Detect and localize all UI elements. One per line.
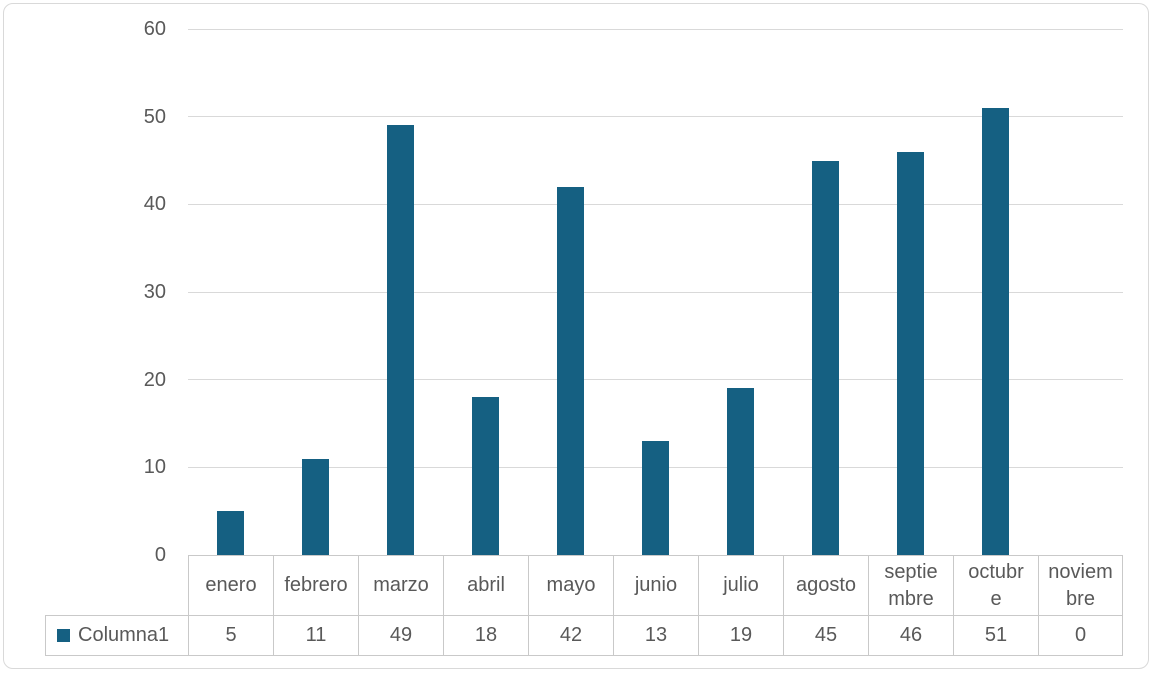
bar-septiembre <box>897 151 924 555</box>
table-value-cell: 18 <box>443 616 528 656</box>
gridline <box>188 116 1123 118</box>
table-value-cell: 11 <box>273 616 358 656</box>
table-header-cell: julio <box>698 555 783 616</box>
table-value-cell: 13 <box>613 616 698 656</box>
legend-label: Columna1 <box>78 624 170 646</box>
bar-enero <box>217 511 244 555</box>
bar-octubre <box>982 107 1009 555</box>
y-axis-tick-label: 20 <box>143 368 166 391</box>
table-header-cell: mayo <box>528 555 613 616</box>
table-value-cell: 42 <box>528 616 613 656</box>
bar-febrero <box>302 458 329 555</box>
bar-mayo <box>557 186 584 555</box>
table-value-cell: 0 <box>1038 616 1123 656</box>
bar-junio <box>642 441 669 555</box>
y-axis-tick-label: 0 <box>154 544 166 566</box>
y-axis-tick-label: 50 <box>143 105 166 128</box>
y-axis-tick-label: 60 <box>143 18 166 40</box>
gridline <box>188 203 1123 205</box>
table-header-cell: febrero <box>273 555 358 616</box>
bar-julio <box>727 388 754 555</box>
table-header-cell: marzo <box>358 555 443 616</box>
table-value-cell: 45 <box>783 616 868 656</box>
table-value-cell: 19 <box>698 616 783 656</box>
table-header-cell: septiembre <box>868 555 953 616</box>
table-header-cell: junio <box>613 555 698 616</box>
table-value-cell: 46 <box>868 616 953 656</box>
y-axis-tick-label: 40 <box>143 193 166 216</box>
gridline <box>188 379 1123 381</box>
table-value-cell: 5 <box>188 616 273 656</box>
table-header-cell: enero <box>188 555 273 616</box>
bar-marzo <box>387 125 414 555</box>
gridline <box>188 291 1123 293</box>
table-value-cell: 51 <box>953 616 1038 656</box>
table-header-cell: agosto <box>783 555 868 616</box>
y-axis-tick-label: 10 <box>143 456 166 479</box>
table-header-cell: abril <box>443 555 528 616</box>
legend-cell: Columna1 <box>45 615 188 656</box>
gridline <box>188 28 1123 30</box>
bar-abril <box>472 397 499 555</box>
legend-swatch-icon <box>57 629 70 642</box>
y-axis-tick-label: 30 <box>143 281 166 303</box>
table-header-cell: noviembre <box>1038 555 1123 616</box>
table-value-cell: 49 <box>358 616 443 656</box>
bar-agosto <box>812 160 839 555</box>
table-header-cell: octubre <box>953 555 1038 616</box>
